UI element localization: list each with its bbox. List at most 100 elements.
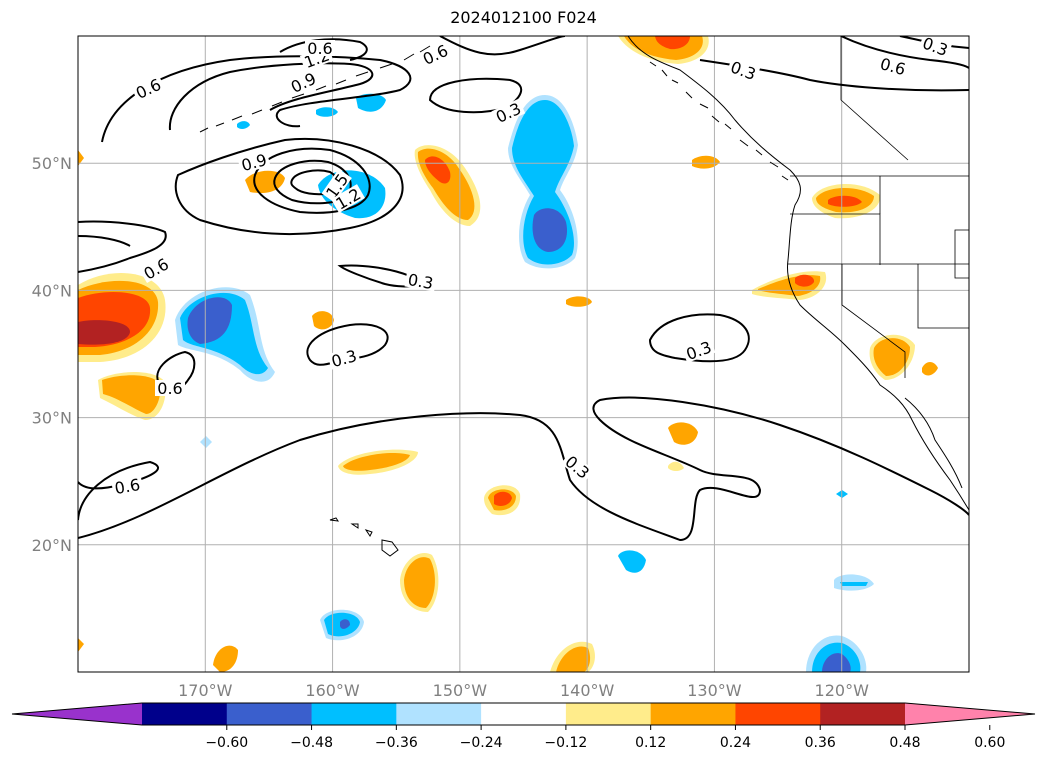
cold-anomaly-area [200,436,212,448]
canada-province-border [840,36,909,161]
contour-line [78,220,167,273]
colorbar-swatch [396,703,482,725]
contour-label-bg [111,475,144,497]
contour-line [648,313,750,363]
colorbar-swatch [481,703,567,725]
state-border-id [879,176,969,279]
warm-anomaly-area [655,36,690,50]
map-title: 2024012100 F024 [450,8,597,27]
cold-anomaly-area [840,582,868,586]
contour-line [840,36,969,69]
contour-line [78,235,131,247]
lat-tick-label: 50°N [32,154,72,173]
lat-tick-label: 40°N [32,281,72,300]
colorbar-tick-label: 0.12 [635,735,666,751]
lat-tick-label: 30°N [32,409,72,428]
colorbar-tick-label: 0.24 [720,735,751,751]
colorbar-extend-high [905,703,1035,725]
lon-tick-label: 130°W [687,681,742,700]
lon-tick-label: 140°W [560,681,615,700]
colorbar-swatch [650,703,736,725]
contour-line [168,62,374,131]
colorbar-tick-label: −0.36 [375,735,418,751]
cold-anomaly-area [316,107,338,117]
contour-label: 0.6 [307,39,332,58]
contour-label-bg [418,40,453,68]
contour-line [101,55,412,143]
contour-label-bg [139,254,173,283]
contour-label-bg [321,168,352,203]
warm-anomaly-area [312,311,334,330]
colorbar-tick-label: 0.60 [974,735,1005,751]
state-border-wa-or [790,213,881,265]
contour-label-bg [876,54,910,78]
cold-anomaly-area [187,297,232,344]
warm-anomaly-area [245,170,285,194]
colorbar-tick-label: −0.24 [460,735,503,751]
colorbar-swatch [311,703,397,725]
contour-label: 0.6 [113,475,141,498]
state-borders [788,36,969,378]
contour-line [78,460,159,521]
contour-line [439,36,566,56]
anomaly-shading [78,36,938,672]
contour-label: 0.6 [157,379,182,398]
warm-anomaly-area [213,645,238,672]
warm-anomaly-area [873,338,910,376]
contour-label-bg [404,270,437,292]
coastlines [199,36,969,557]
warm-anomaly-area [795,274,815,287]
warm-anomaly-area [828,195,862,207]
warm-anomaly-area [566,296,592,307]
colorbar-swatch [565,703,652,725]
latitude-labels: 50°N 40°N 30°N 20°N [32,154,72,555]
colorbar: −0.60 −0.48 −0.36 −0.24 −0.12 0.12 0.24 0.36 0.4… [11,702,1036,751]
coastline-hawaii [329,517,399,557]
cold-anomaly-area [822,653,851,672]
colorbar-swatch [820,703,906,725]
lon-tick-label: 170°W [178,681,233,700]
warm-anomaly-area [668,422,698,445]
contour-line [174,137,404,236]
cold-anomaly-area [340,619,350,629]
colorbar-tick-label: −0.48 [290,735,333,751]
contour-line [78,396,969,542]
colorbar-tick-label: −0.12 [544,735,587,751]
warm-anomaly-area [78,638,84,652]
lat-tick-label: 20°N [32,536,72,555]
coastline-baja [904,397,963,489]
contour-label-bg [726,57,761,83]
contour-label-bg [331,184,365,213]
contour-label-bg [560,451,595,483]
colorbar-swatch [226,703,313,725]
map-frame [77,35,970,673]
cold-anomaly-area [532,208,568,252]
contour-label-bg [286,68,321,96]
contour-label: 0.3 [406,270,434,293]
contour-label-bg [491,98,526,126]
cold-anomaly-area [237,121,250,130]
colorbar-tick-label: −0.60 [205,735,248,751]
colorbar-swatch [735,703,821,725]
warm-anomaly-area [343,453,410,471]
warm-anomaly-area [556,646,591,672]
warm-anomaly-area [922,362,938,376]
warm-anomaly-area [668,461,684,471]
warm-anomaly-area [102,375,161,414]
warm-anomaly-area [78,150,84,166]
coastline-islands [649,61,789,181]
colorbar-tick-label: 0.48 [889,735,920,751]
contour-label-bg [305,40,335,56]
contour-line [279,38,368,61]
contour-label: 0.3 [561,452,593,483]
contour-label: 0.3 [329,346,359,371]
contour-label-bg [918,33,953,59]
contour-label-bg [131,74,166,102]
warm-anomaly-area [404,557,435,608]
contour-label-bg [155,380,185,396]
lon-tick-label: 120°W [815,681,870,700]
warm-anomaly-area [78,320,130,345]
contour-label-bg [681,337,716,363]
contour-line [428,77,523,114]
warm-anomaly-area [494,491,512,506]
